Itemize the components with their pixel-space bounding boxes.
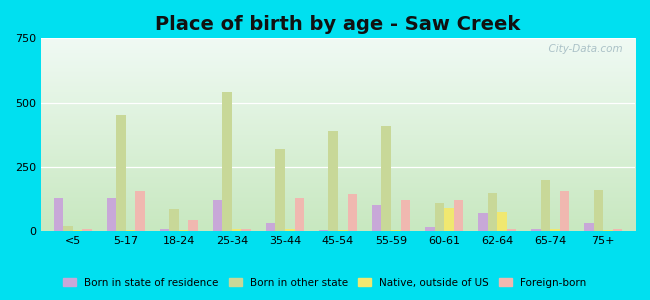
Bar (213, 200, 222, 231)
Bar (541, 180, 550, 231)
Bar (434, 203, 444, 231)
Bar (400, 200, 410, 231)
Bar (425, 227, 434, 231)
Bar (348, 194, 357, 231)
Bar (478, 213, 488, 231)
Bar (593, 190, 603, 231)
Bar (613, 229, 622, 231)
Bar (160, 229, 170, 231)
Bar (319, 230, 328, 231)
Bar (63, 226, 73, 231)
Bar (126, 230, 135, 231)
Bar (506, 229, 516, 231)
Bar (560, 191, 569, 231)
Bar (603, 230, 613, 231)
Bar (391, 230, 400, 231)
Bar (372, 206, 382, 231)
Bar (294, 198, 304, 231)
Bar (488, 193, 497, 231)
Bar (188, 220, 198, 231)
Bar (328, 131, 338, 231)
Bar (497, 212, 506, 231)
Title: Place of birth by age - Saw Creek: Place of birth by age - Saw Creek (155, 15, 521, 34)
Bar (135, 191, 145, 231)
Bar (550, 229, 560, 231)
Text: City-Data.com: City-Data.com (543, 44, 623, 54)
Bar (170, 209, 179, 231)
Legend: Born in state of residence, Born in other state, Native, outside of US, Foreign-: Born in state of residence, Born in othe… (59, 274, 591, 292)
Bar (285, 229, 294, 231)
Bar (107, 198, 116, 231)
Bar (241, 229, 251, 231)
Bar (116, 116, 126, 231)
Bar (222, 92, 232, 231)
Bar (54, 198, 63, 231)
Bar (232, 229, 241, 231)
Bar (584, 224, 593, 231)
Bar (444, 208, 454, 231)
Bar (338, 230, 348, 231)
Bar (276, 149, 285, 231)
Bar (454, 200, 463, 231)
Bar (266, 224, 276, 231)
Bar (83, 229, 92, 231)
Bar (382, 126, 391, 231)
Bar (179, 230, 188, 231)
Bar (73, 230, 83, 231)
Bar (531, 229, 541, 231)
